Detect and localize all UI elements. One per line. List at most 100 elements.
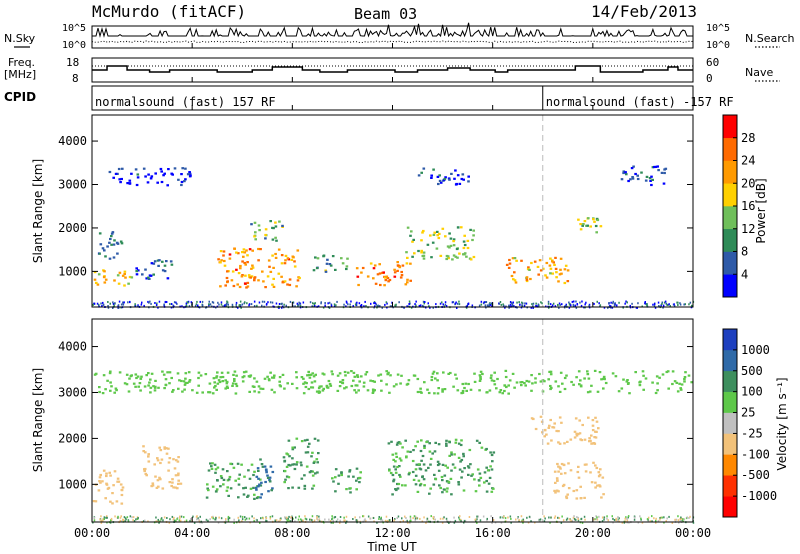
data-cell (478, 379, 482, 382)
data-cell (369, 262, 373, 265)
data-cell (437, 182, 440, 186)
data-cell (396, 373, 400, 376)
data-cell (293, 446, 296, 449)
velocity-data (92, 319, 695, 524)
data-cell (651, 381, 654, 384)
data-cell (272, 285, 276, 288)
data-cell (383, 284, 386, 287)
data-cell (414, 517, 417, 520)
data-cell (532, 307, 534, 309)
data-cell (579, 385, 583, 388)
data-cell (104, 497, 107, 500)
data-cell (563, 472, 567, 475)
data-cell (374, 302, 377, 305)
data-cell (227, 520, 230, 523)
data-cell (235, 301, 238, 304)
data-cell (165, 452, 169, 455)
data-cell (556, 479, 559, 482)
data-cell (590, 481, 594, 484)
data-cell (244, 263, 247, 266)
data-cell (384, 519, 387, 522)
data-cell (165, 260, 168, 263)
data-cell (510, 517, 512, 520)
data-cell (159, 520, 161, 523)
data-cell (575, 434, 579, 437)
data-cell (229, 487, 233, 490)
beam-title: Beam 03 (354, 5, 417, 23)
data-cell (503, 384, 506, 387)
data-cell (431, 372, 435, 375)
data-cell (557, 516, 559, 519)
data-cell (288, 283, 292, 287)
data-cell (210, 467, 214, 470)
data-cell (271, 515, 274, 518)
data-cell (168, 371, 172, 374)
data-cell (570, 519, 572, 522)
data-cell (441, 463, 445, 466)
data-cell (399, 475, 402, 478)
data-cell (413, 252, 416, 255)
data-cell (549, 418, 552, 422)
data-cell (644, 301, 646, 303)
data-cell (661, 303, 663, 306)
data-cell (154, 379, 157, 382)
data-cell (237, 483, 241, 486)
data-cell (666, 517, 668, 520)
data-cell (579, 485, 582, 488)
data-cell (277, 272, 281, 275)
data-cell (604, 381, 608, 385)
data-cell (520, 384, 523, 387)
data-cell (237, 306, 239, 309)
data-cell (375, 303, 377, 306)
data-cell (552, 261, 555, 264)
y-tick-label: 3000 (58, 385, 87, 399)
data-cell (233, 379, 236, 382)
data-cell (103, 249, 106, 252)
data-cell (679, 519, 681, 522)
data-cell (99, 518, 101, 521)
data-cell (232, 373, 235, 376)
data-cell (310, 381, 314, 384)
data-cell (316, 516, 318, 519)
data-cell (355, 384, 359, 387)
data-cell (679, 388, 683, 391)
data-cell (321, 372, 325, 375)
data-cell (180, 180, 184, 184)
data-cell (548, 516, 550, 519)
data-cell (287, 463, 290, 467)
data-cell (456, 226, 460, 229)
data-cell (388, 391, 391, 394)
data-cell (409, 450, 412, 453)
data-cell (515, 518, 517, 521)
data-cell (439, 254, 443, 257)
data-cell (305, 382, 308, 385)
data-cell (507, 516, 509, 519)
data-cell (676, 301, 678, 304)
data-cell (208, 300, 210, 303)
data-cell (369, 379, 372, 382)
nsearch-label: N.Search (745, 32, 795, 45)
data-cell (315, 458, 319, 461)
data-cell (454, 302, 457, 305)
data-cell (606, 515, 608, 518)
data-cell (246, 302, 248, 305)
cpid-segment-label: normalsound (fast) 157 RF (95, 95, 276, 109)
data-cell (336, 374, 340, 377)
data-cell (476, 518, 478, 521)
data-cell (644, 302, 646, 305)
data-cell (657, 169, 660, 172)
data-cell (294, 520, 296, 523)
data-cell (454, 169, 457, 172)
data-cell (402, 520, 405, 522)
data-cell (556, 462, 559, 466)
data-cell (555, 271, 558, 274)
data-cell (285, 465, 289, 468)
data-cell (257, 224, 261, 227)
data-cell (253, 300, 256, 303)
data-cell (283, 303, 285, 306)
data-cell (653, 517, 655, 520)
data-cell (234, 382, 238, 385)
data-cell (312, 461, 316, 464)
data-cell (269, 517, 272, 520)
